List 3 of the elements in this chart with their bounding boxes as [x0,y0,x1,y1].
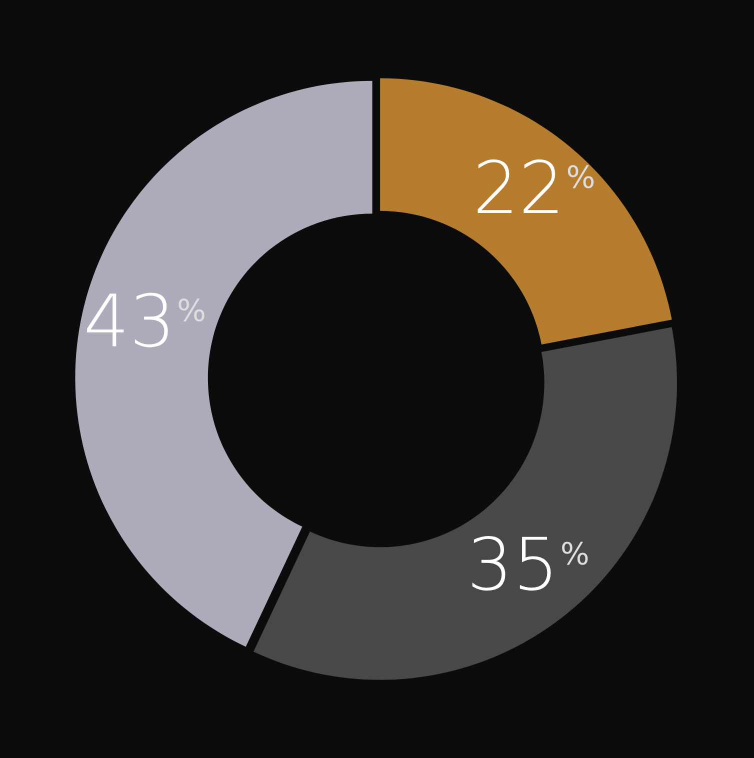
data-label: 35% [472,536,588,591]
data-label: 22% [478,159,594,214]
data-label: 43% [87,292,204,348]
